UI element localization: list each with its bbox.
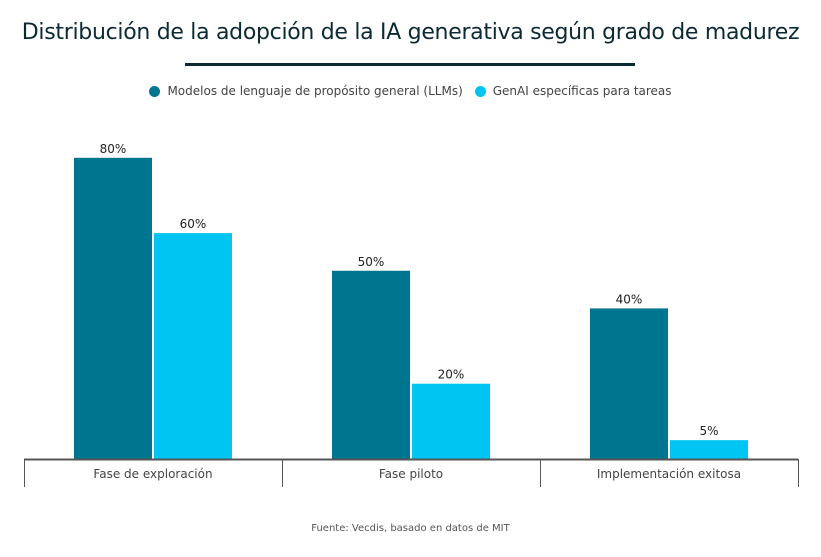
legend-dot-icon xyxy=(474,85,486,97)
title-underline xyxy=(185,63,635,66)
legend-item-genai: GenAI específicas para tareas xyxy=(474,84,672,98)
data-label: 40% xyxy=(616,292,643,306)
data-label: 80% xyxy=(100,142,127,156)
bar-genai xyxy=(154,233,232,459)
legend-label: Modelos de lenguaje de propósito general… xyxy=(167,84,463,98)
source-note: Fuente: Vecdis, basado en datos de MIT xyxy=(311,523,510,534)
x-tick-label: Fase piloto xyxy=(379,467,443,481)
bar-llms xyxy=(332,270,410,459)
data-label: 20% xyxy=(438,368,465,382)
x-tick-label: Implementación exitosa xyxy=(597,467,741,481)
data-label: 60% xyxy=(180,217,207,231)
data-label: 5% xyxy=(699,424,718,438)
legend-dot-icon xyxy=(149,85,161,97)
x-tick-label: Fase de exploración xyxy=(93,467,212,481)
legend: Modelos de lenguaje de propósito general… xyxy=(0,84,821,98)
legend-item-llms: Modelos de lenguaje de propósito general… xyxy=(149,84,463,98)
bar-llms xyxy=(74,157,152,460)
bar-genai xyxy=(412,383,490,459)
bar-genai xyxy=(670,440,748,459)
data-label: 50% xyxy=(358,255,385,269)
legend-label: GenAI específicas para tareas xyxy=(492,84,672,98)
chart-title: Distribución de la adopción de la IA gen… xyxy=(21,20,800,45)
bar-llms xyxy=(590,308,668,459)
